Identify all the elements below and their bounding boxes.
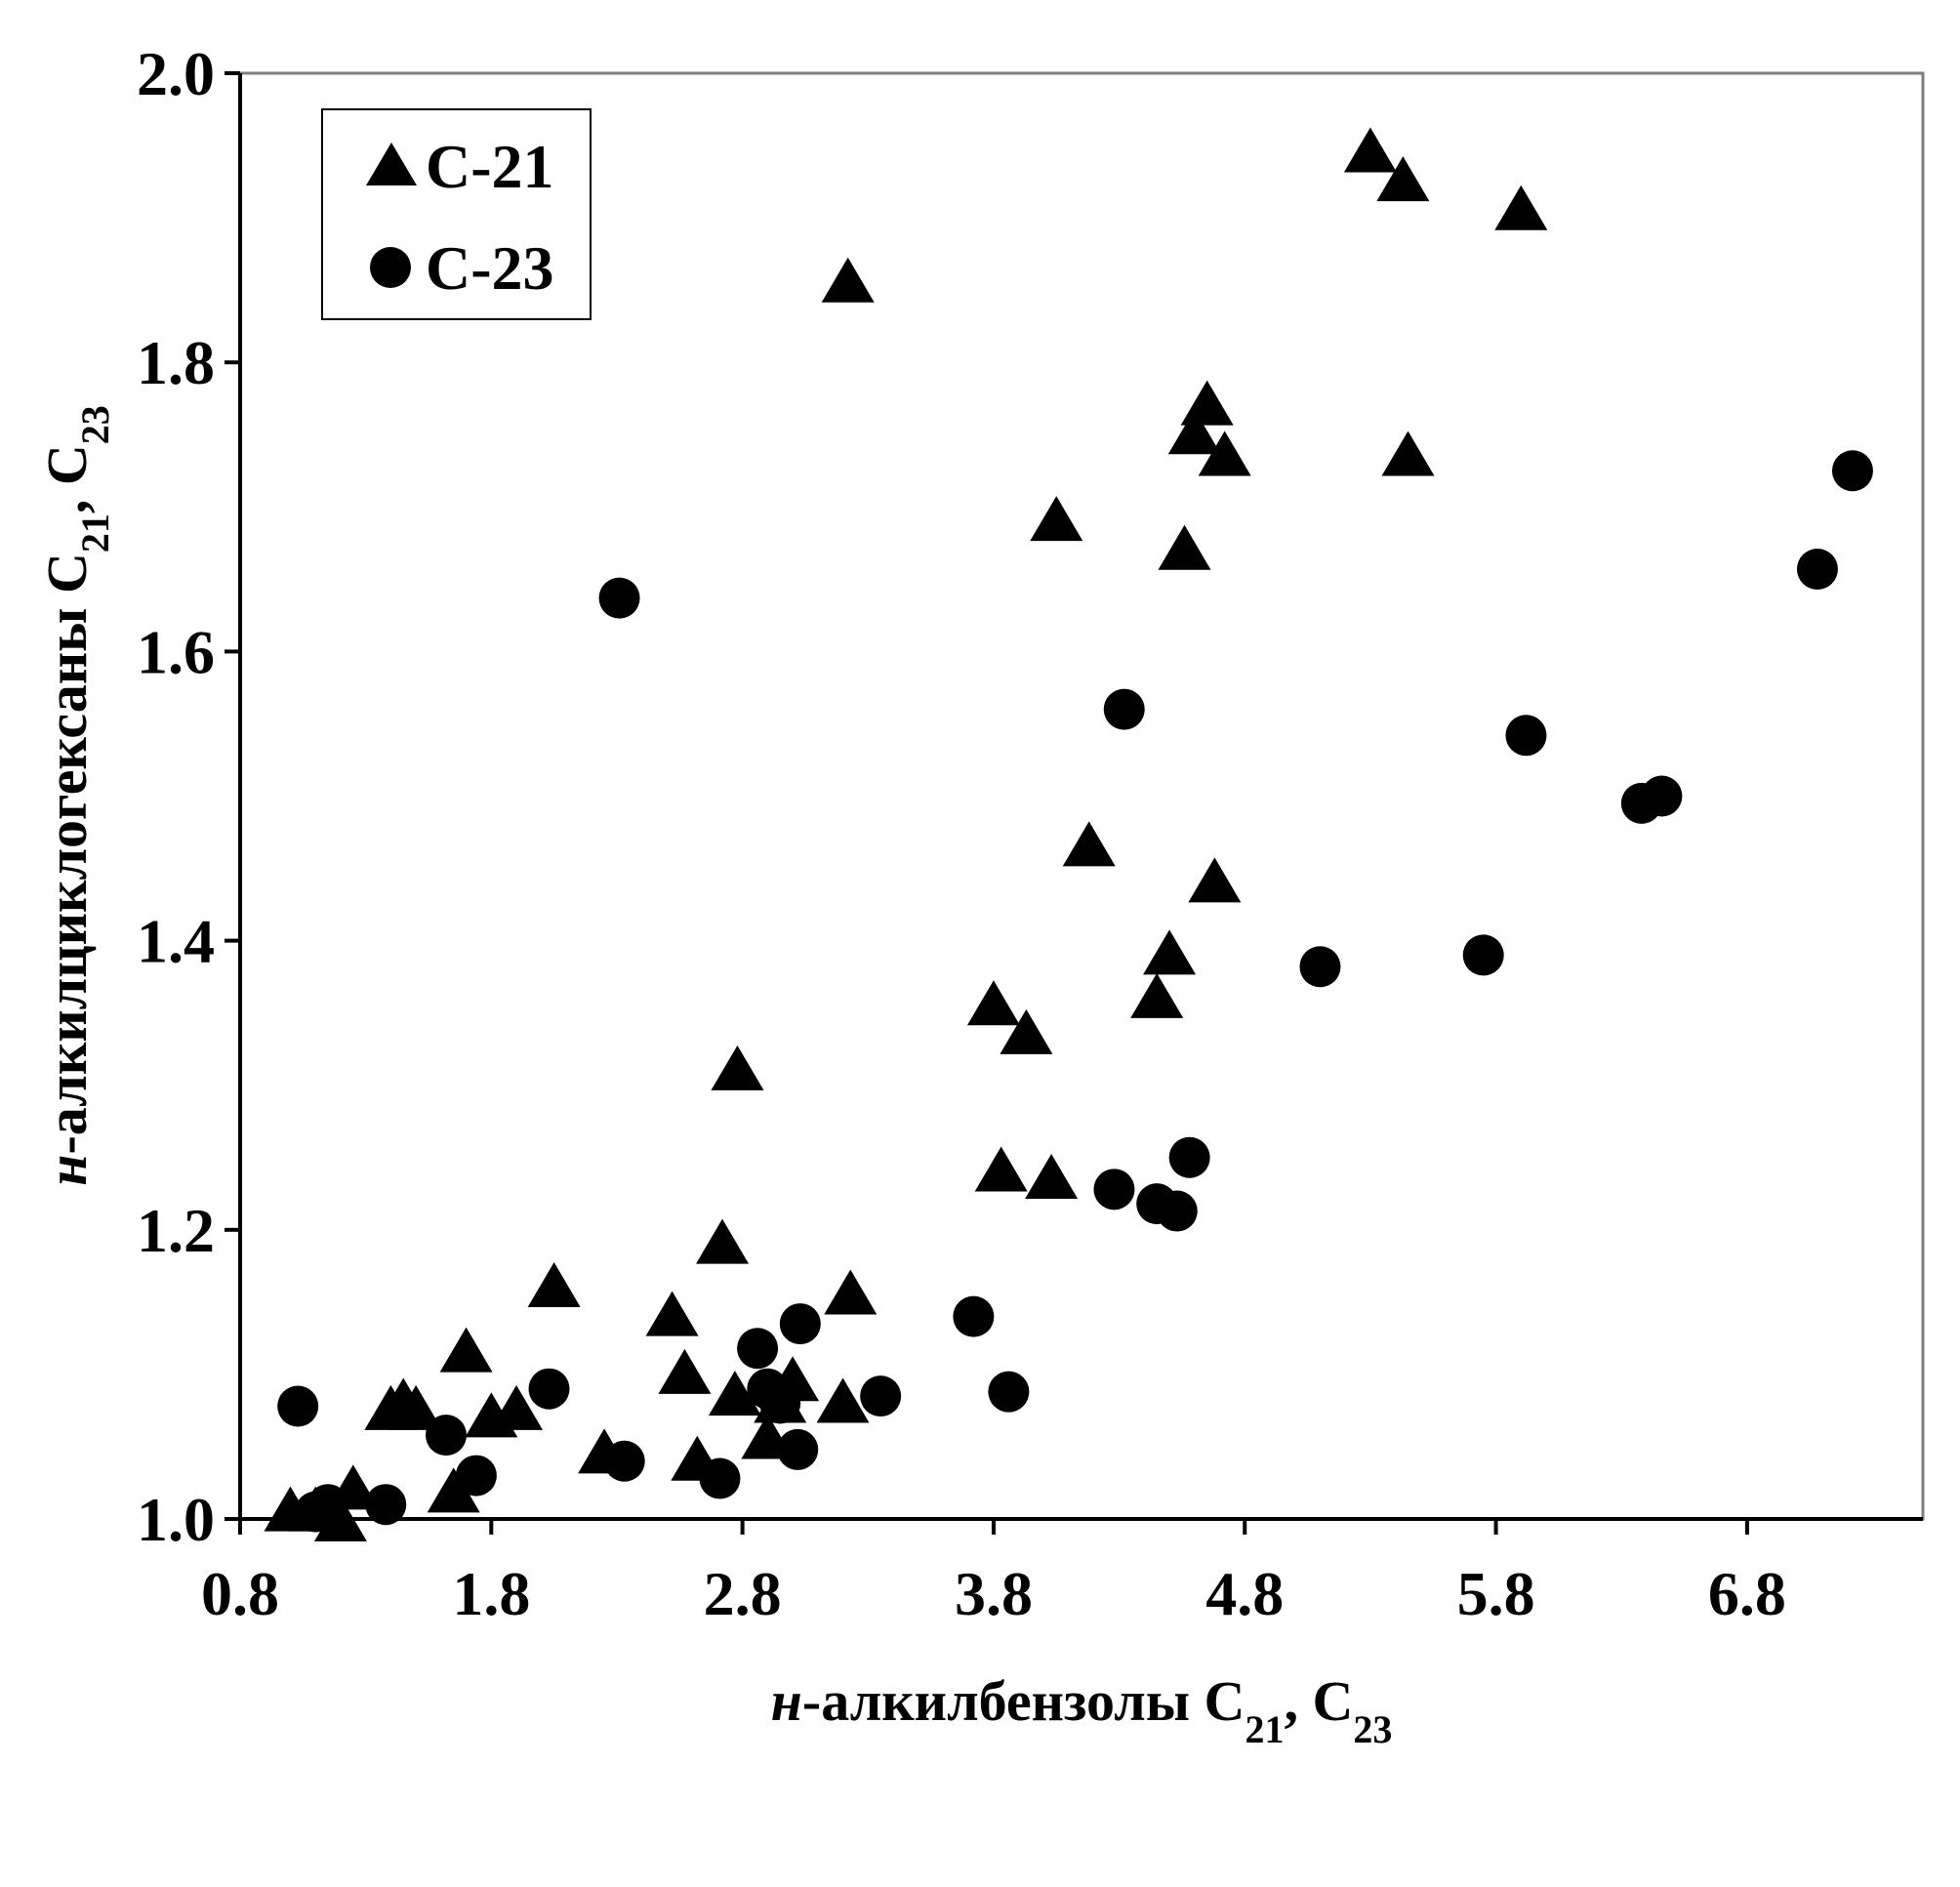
legend-label-c23: C-23 — [426, 233, 554, 303]
y-tick-label: 1.4 — [137, 907, 215, 976]
data-point-circle — [1093, 1169, 1135, 1210]
data-point-triangle — [824, 1269, 878, 1315]
y-axis-title: н-алкилциклогексаны C21, C23 — [35, 405, 117, 1185]
data-point-triangle — [974, 1146, 1028, 1192]
data-point-circle — [759, 1382, 801, 1424]
data-point-triangle — [490, 1384, 544, 1430]
data-point-circle — [1103, 688, 1145, 730]
data-point-triangle — [1188, 857, 1242, 903]
x-tick-label: 1.8 — [452, 1559, 530, 1628]
legend: C-21 C-23 — [321, 108, 592, 320]
data-point-circle — [953, 1295, 995, 1337]
data-point-circle — [1299, 946, 1341, 988]
data-point-circle — [1796, 548, 1838, 590]
data-point-circle — [1462, 934, 1504, 976]
data-point-triangle — [439, 1327, 493, 1373]
data-point-triangle — [711, 1045, 764, 1090]
data-point-circle — [277, 1385, 319, 1427]
x-tick-label: 2.8 — [704, 1559, 782, 1628]
data-point-triangle — [1180, 380, 1234, 426]
legend-marker-triangle-icon — [366, 143, 417, 185]
y-tick-label: 1.0 — [137, 1485, 215, 1554]
data-point-triangle — [1381, 431, 1435, 476]
data-point-circle — [1831, 450, 1873, 492]
data-point-triangle — [1158, 524, 1211, 570]
y-tick-label: 1.6 — [137, 617, 215, 686]
axes: 1.0 1.2 1.4 1.6 1.8 2.0 0.8 1.8 2.8 3.8 4.8 5.8 6.8 — [137, 39, 1923, 1628]
data-point-triangle — [1062, 821, 1116, 867]
data-point-circle — [1505, 715, 1547, 757]
data-point-triangle — [1198, 431, 1251, 476]
data-point-triangle — [527, 1262, 581, 1308]
data-point-circle — [598, 577, 640, 619]
data-point-triangle — [966, 980, 1020, 1026]
data-point-triangle — [658, 1348, 712, 1394]
legend-box — [321, 108, 592, 320]
y-tick-label: 1.2 — [137, 1196, 215, 1265]
x-tick-label: 5.8 — [1457, 1559, 1535, 1628]
legend-label-c21: C-21 — [426, 132, 554, 201]
data-point-circle — [988, 1371, 1030, 1413]
data-point-triangle — [816, 1377, 870, 1423]
data-point-triangle — [427, 1467, 480, 1513]
data-point-triangle — [708, 1371, 761, 1416]
data-point-triangle — [1376, 156, 1430, 202]
data-point-triangle — [1494, 185, 1548, 230]
data-point-triangle — [1167, 409, 1221, 455]
data-point-triangle — [1000, 1008, 1053, 1054]
data-point-triangle — [389, 1384, 443, 1430]
data-point-triangle — [696, 1218, 750, 1264]
data-point-triangle — [1025, 1153, 1079, 1199]
data-point-circle — [307, 1484, 349, 1526]
data-point-triangle — [645, 1291, 699, 1336]
data-point-circle — [603, 1440, 645, 1482]
x-tick-label: 0.8 — [201, 1559, 279, 1628]
x-axis-title: н-алкилбензолы C21, C23 — [771, 1669, 1393, 1751]
y-tick-label: 1.8 — [137, 328, 215, 397]
legend-marker-circle-icon — [370, 247, 411, 288]
x-tick-label: 6.8 — [1708, 1559, 1786, 1628]
data-point-circle — [699, 1457, 741, 1499]
x-tick-label: 3.8 — [955, 1559, 1033, 1628]
data-point-circle — [455, 1455, 497, 1497]
data-point-circle — [737, 1328, 779, 1370]
data-point-triangle — [1143, 929, 1197, 975]
y-tick-label: 2.0 — [137, 39, 215, 108]
data-point-circle — [528, 1368, 570, 1410]
data-point-circle — [860, 1375, 902, 1417]
data-point-triangle — [1343, 127, 1397, 173]
data-point-triangle — [1130, 972, 1184, 1018]
data-point-circle — [1641, 775, 1683, 817]
data-point-triangle — [1030, 496, 1083, 542]
data-point-circle — [425, 1415, 467, 1456]
x-tick-label: 4.8 — [1205, 1559, 1284, 1628]
data-point-triangle — [821, 257, 875, 303]
data-point-circle — [365, 1484, 407, 1526]
data-point-circle — [779, 1303, 821, 1345]
data-point-circle — [777, 1428, 819, 1470]
data-point-circle — [1156, 1190, 1198, 1232]
data-points — [264, 127, 1873, 1541]
data-point-circle — [1168, 1136, 1210, 1178]
